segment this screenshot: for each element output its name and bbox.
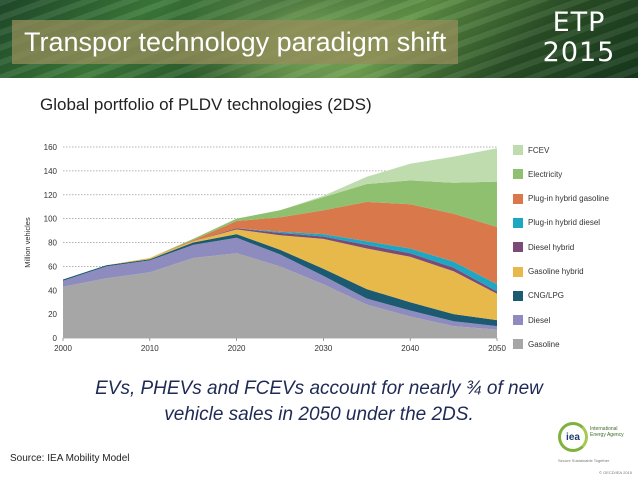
legend-item: Diesel hybrid	[513, 240, 574, 254]
etp-brand: ETP 2015	[538, 8, 620, 68]
slide-title: Transpor technology paradigm shift	[24, 26, 447, 57]
legend-item: Diesel	[513, 313, 550, 327]
legend-label: Plug-in hybrid gasoline	[528, 194, 609, 204]
y-tick-label: 160	[44, 143, 58, 152]
area-series	[63, 201, 497, 285]
legend-swatch	[513, 242, 523, 253]
y-tick-label: 0	[53, 334, 58, 343]
y-tick-label: 40	[48, 286, 57, 295]
x-tick-label: 2030	[315, 344, 333, 353]
legend-item: Plug-in hybrid diesel	[513, 216, 600, 230]
x-tick-label: 2020	[228, 344, 246, 353]
legend-label: CNG/LPG	[528, 291, 565, 301]
title-box: Transpor technology paradigm shift	[12, 20, 459, 64]
legend-item: Plug-in hybrid gasoline	[513, 192, 609, 206]
legend-label: Diesel hybrid	[528, 242, 575, 252]
etp-brand-line1: ETP	[552, 7, 606, 38]
y-tick-label: 100	[44, 215, 58, 224]
legend-label: Gasoline	[528, 339, 560, 349]
legend-item: Gasoline hybrid	[513, 265, 584, 279]
y-tick-label: 80	[48, 239, 57, 248]
area-series	[63, 234, 497, 327]
legend-label: Gasoline hybrid	[528, 267, 584, 276]
key-message-line2: vehicle sales in 2050 under the 2DS.	[164, 404, 474, 425]
chart-subtitle: Global portfolio of PLDV technologies (2…	[40, 95, 372, 114]
y-tick-label: 20	[48, 310, 57, 319]
key-message: EVs, PHEVs and FCEVs account for nearly …	[0, 376, 638, 428]
legend-swatch	[513, 193, 523, 204]
legend-label: Diesel	[528, 315, 551, 325]
iea-logo-name: International Energy Agency	[590, 426, 624, 438]
legend-swatch	[513, 169, 523, 180]
legend-label: FCEV	[528, 145, 550, 155]
etp-brand-line2: 2015	[542, 37, 616, 68]
x-tick-label: 2040	[401, 344, 419, 353]
y-tick-label: 60	[48, 262, 57, 271]
legend-item: Electricity	[513, 167, 562, 181]
legend-swatch	[513, 290, 523, 301]
legend-item: FCEV	[513, 143, 549, 157]
iea-logo: iea International Energy Agency Secure S…	[558, 422, 632, 472]
iea-logo-tagline: Secure Sustainable Together	[558, 458, 610, 463]
legend-item: Gasoline	[513, 337, 560, 351]
area-series	[63, 253, 497, 338]
copyright-note: © OECD/IEA 2015	[599, 470, 632, 475]
legend-swatch	[513, 315, 523, 326]
area-series	[63, 229, 497, 321]
x-tick-label: 2010	[141, 344, 159, 353]
title-banner: Transpor technology paradigm shift ETP 2…	[0, 0, 638, 78]
area-series	[63, 237, 497, 330]
legend-swatch	[513, 266, 523, 277]
iea-logo-mark: iea	[558, 422, 588, 452]
legend-swatch	[513, 339, 523, 350]
legend-swatch	[513, 217, 523, 228]
y-tick-label: 120	[44, 191, 58, 200]
x-tick-label: 2000	[54, 344, 72, 353]
legend-item: CNG/LPG	[513, 289, 564, 303]
source-note: Source: IEA Mobility Model	[10, 453, 130, 464]
legend-label: Electricity	[528, 169, 563, 179]
y-tick-label: 140	[44, 167, 58, 176]
key-message-line1: EVs, PHEVs and FCEVs account for nearly …	[95, 378, 543, 399]
area-series	[63, 180, 497, 280]
area-series	[63, 148, 497, 280]
x-tick-label: 2050	[488, 344, 506, 353]
legend-swatch	[513, 145, 523, 155]
legend-label: Plug-in hybrid diesel	[528, 218, 601, 228]
y-axis-label: Million vehicles	[23, 217, 32, 268]
